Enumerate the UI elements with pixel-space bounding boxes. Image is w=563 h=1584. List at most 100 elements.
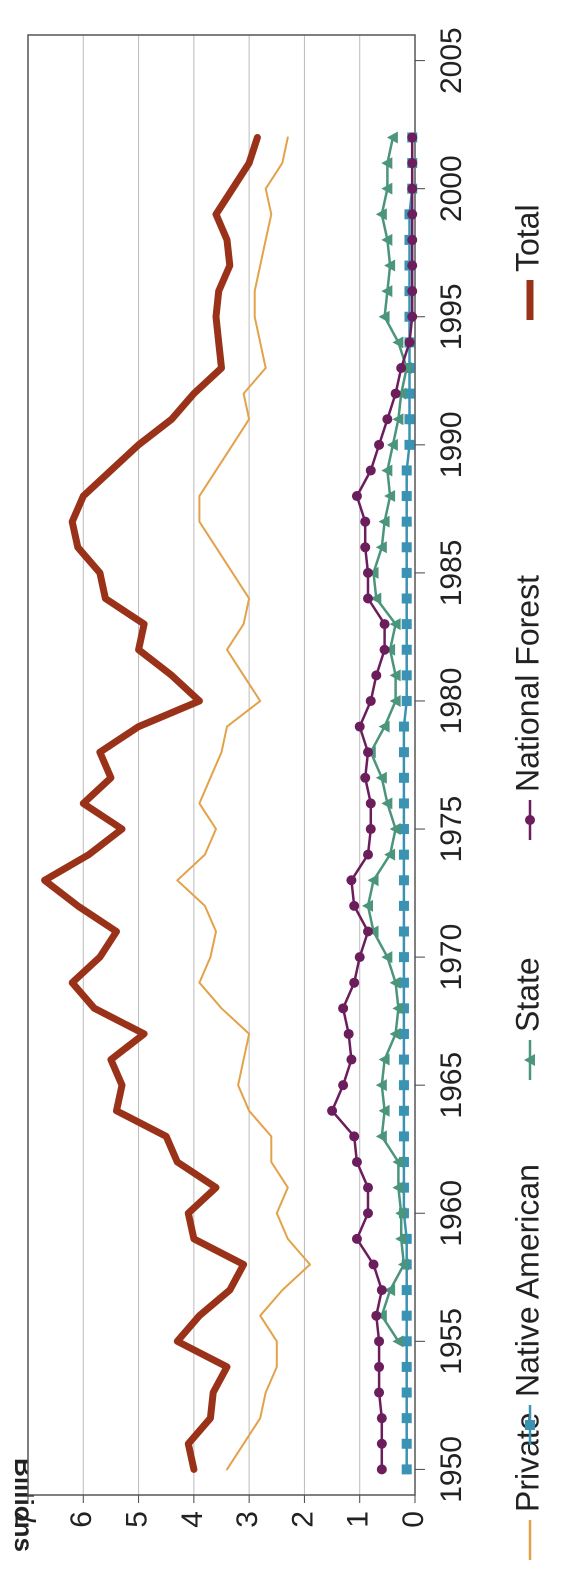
data-point (381, 285, 393, 298)
data-point (376, 1464, 387, 1475)
plot-area (28, 35, 415, 1495)
data-point (363, 593, 374, 604)
data-point (401, 1413, 412, 1424)
data-point (371, 670, 382, 681)
data-point (407, 311, 418, 322)
y-tick-label: 1 (342, 1511, 375, 1528)
data-point (351, 491, 362, 502)
x-tick-label: 1955 (435, 1308, 468, 1375)
data-point (375, 1309, 387, 1322)
rotated-chart: 0 1 2 3 4 5 6 7 1950 1955 1960 1965 1970 1975 1980 1985… (10, 27, 545, 1560)
y-tick-label: 5 (120, 1511, 153, 1528)
data-point (398, 875, 409, 886)
series-line (176, 136, 311, 1471)
data-point (375, 1130, 387, 1143)
data-point (363, 849, 374, 860)
y-tick-label: 4 (176, 1511, 209, 1528)
legend-marker (525, 815, 535, 825)
data-point (381, 157, 393, 170)
data-point (398, 747, 409, 758)
data-point (384, 848, 396, 861)
data-point (404, 337, 415, 348)
data-point (367, 566, 379, 579)
data-point (374, 1336, 385, 1347)
legend-label: Native American (509, 1164, 545, 1397)
series-line (41, 134, 261, 1473)
data-point (401, 491, 412, 502)
data-point (407, 158, 418, 169)
data-point (401, 670, 412, 681)
data-point (404, 388, 415, 399)
data-point (407, 132, 418, 143)
data-point (401, 593, 412, 604)
data-point (398, 721, 409, 732)
data-point (401, 1387, 412, 1398)
data-point (376, 1285, 387, 1296)
data-point (407, 286, 418, 297)
data-point (392, 1002, 404, 1015)
legend-label: Total (509, 204, 545, 272)
data-point (407, 260, 418, 271)
x-tick-label: 1965 (435, 1052, 468, 1119)
data-point (392, 1156, 404, 1169)
data-point (367, 925, 379, 938)
data-point (389, 1027, 401, 1040)
data-point (396, 362, 407, 373)
data-point (378, 515, 390, 528)
x-tick-label: 1960 (435, 1180, 468, 1247)
data-point (401, 1438, 412, 1449)
x-tick-label: 1990 (435, 411, 468, 478)
data-point (384, 490, 396, 503)
data-point (381, 797, 393, 810)
data-point (398, 900, 409, 911)
data-point (327, 1105, 338, 1116)
data-point (382, 414, 393, 425)
data-point (392, 336, 404, 349)
data-point (398, 1131, 409, 1142)
data-point (404, 414, 415, 425)
legend-marker (525, 1420, 535, 1430)
data-point (378, 1104, 390, 1117)
data-point (349, 900, 360, 911)
data-point (374, 1361, 385, 1372)
data-point (376, 1413, 387, 1424)
data-point (381, 464, 393, 477)
plot-border (27, 34, 416, 1496)
data-point (374, 439, 385, 450)
data-point (363, 1208, 374, 1219)
data-point (375, 1079, 387, 1092)
data-point (407, 209, 418, 220)
data-point (363, 747, 374, 758)
data-point (398, 1054, 409, 1065)
data-point (374, 1387, 385, 1398)
data-point (365, 465, 376, 476)
data-point (379, 644, 390, 655)
x-tick-label: 2000 (435, 155, 468, 222)
data-point (378, 1053, 390, 1066)
data-point (389, 694, 401, 707)
data-point (379, 619, 390, 630)
y-tick-label: 7 (10, 1511, 43, 1528)
legend-marker (524, 1054, 535, 1066)
y-tick-label: 0 (397, 1511, 430, 1528)
data-point (398, 1105, 409, 1116)
data-point (398, 772, 409, 783)
data-point (349, 977, 360, 988)
data-point (384, 1284, 396, 1297)
data-point (401, 1310, 412, 1321)
data-point (401, 1464, 412, 1475)
data-point (360, 516, 371, 527)
x-tick-label: 1975 (435, 796, 468, 863)
data-point (365, 798, 376, 809)
data-point (386, 131, 398, 144)
data-point (392, 1181, 404, 1194)
data-point (381, 233, 393, 246)
data-point (398, 849, 409, 860)
data-point (351, 1233, 362, 1244)
data-point (371, 1310, 382, 1321)
data-point (392, 1335, 404, 1348)
data-point (375, 771, 387, 784)
data-point (401, 1285, 412, 1296)
y-tick-label: 6 (65, 1511, 98, 1528)
